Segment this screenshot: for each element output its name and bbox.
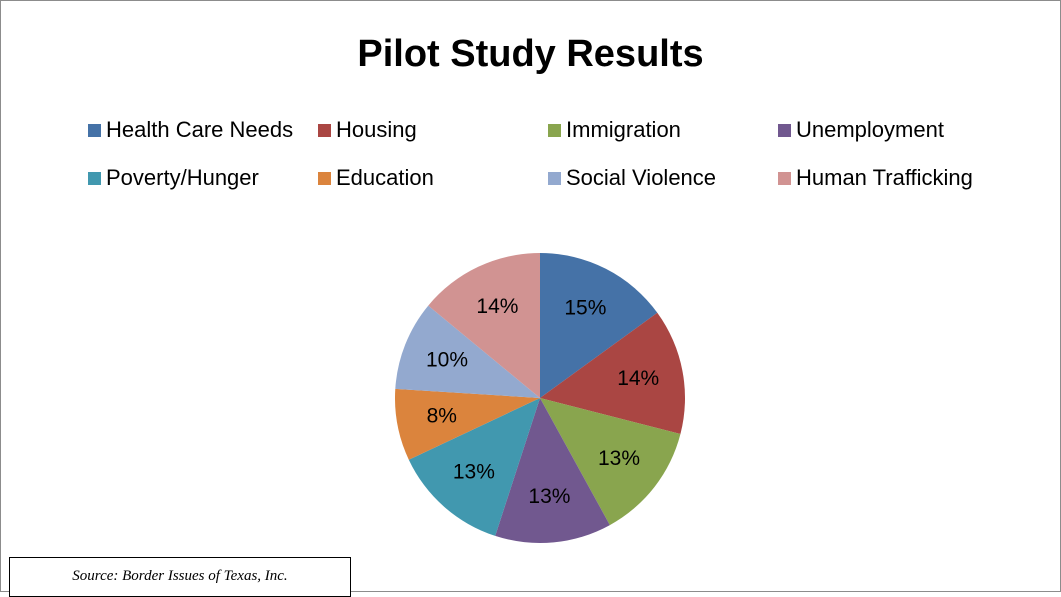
legend-swatch bbox=[548, 171, 561, 185]
source-box: Source: Border Issues of Texas, Inc. bbox=[9, 557, 351, 597]
pie-slice-health-care-needs bbox=[540, 253, 658, 398]
legend-item-social-violence: Social Violence bbox=[548, 165, 716, 191]
slice-data-label: 13% bbox=[528, 485, 570, 508]
legend-label: Social Violence bbox=[566, 165, 717, 190]
legend-label: Poverty/Hunger bbox=[106, 165, 259, 190]
legend-label: Housing bbox=[336, 117, 417, 142]
legend-label: Health Care Needs bbox=[106, 117, 294, 142]
legend-item-unemployment: Unemployment bbox=[778, 117, 944, 143]
legend-label: Education bbox=[336, 165, 434, 190]
legend-swatch bbox=[88, 171, 101, 185]
pie-slice-social-violence bbox=[395, 305, 540, 398]
pie-slice-human-trafficking bbox=[428, 253, 540, 398]
legend-label: Unemployment bbox=[796, 117, 944, 142]
pie-slice-housing bbox=[540, 312, 685, 435]
legend-swatch bbox=[88, 123, 101, 137]
slice-data-label: 10% bbox=[426, 349, 468, 372]
legend-swatch bbox=[548, 123, 561, 137]
legend-swatch bbox=[778, 171, 791, 185]
pie-slice-immigration bbox=[540, 398, 681, 526]
slice-data-label: 13% bbox=[453, 461, 495, 484]
pie-slice-education bbox=[395, 388, 540, 460]
legend-item-immigration: Immigration bbox=[548, 117, 681, 143]
legend-swatch bbox=[778, 123, 791, 137]
legend-swatch bbox=[318, 171, 331, 185]
pie-slice-poverty-hunger bbox=[408, 398, 540, 536]
slice-data-label: 15% bbox=[564, 296, 606, 319]
slice-data-label: 14% bbox=[617, 367, 659, 390]
slice-data-label: 13% bbox=[598, 447, 640, 470]
chart-title: Pilot Study Results bbox=[357, 33, 704, 75]
legend-item-health-care-needs: Health Care Needs bbox=[88, 117, 293, 143]
legend-label: Human Trafficking bbox=[796, 165, 973, 190]
slice-data-label: 8% bbox=[427, 404, 457, 427]
legend-item-poverty-hunger: Poverty/Hunger bbox=[88, 165, 259, 191]
legend-item-education: Education bbox=[318, 165, 434, 191]
legend-label: Immigration bbox=[566, 117, 681, 142]
slice-data-label: 14% bbox=[476, 295, 518, 318]
legend-swatch bbox=[318, 123, 331, 137]
source-text: Source: Border Issues of Texas, Inc. bbox=[72, 568, 288, 584]
legend-item-human-trafficking: Human Trafficking bbox=[778, 165, 973, 191]
pie-slice-unemployment bbox=[495, 398, 610, 543]
legend-item-housing: Housing bbox=[318, 117, 417, 143]
